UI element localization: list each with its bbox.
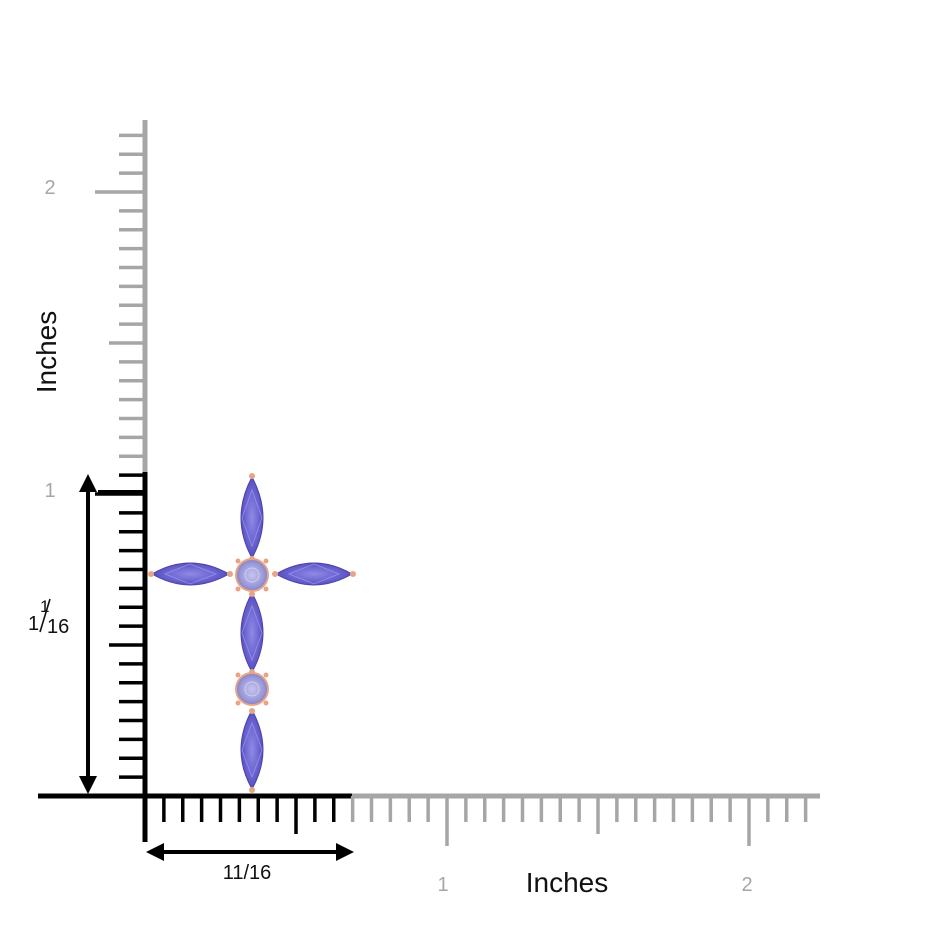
width-dimension-label: 11/16 bbox=[223, 862, 272, 884]
marquise-stone-left bbox=[148, 562, 233, 586]
marquise-stone-right bbox=[272, 562, 356, 586]
x-tick-1: 1 bbox=[437, 874, 448, 896]
width-dimension-arrow bbox=[146, 843, 354, 861]
horizontal-ruler bbox=[38, 793, 820, 846]
vertical-ruler bbox=[95, 120, 148, 842]
round-stone-center bbox=[235, 558, 269, 592]
marquise-stone-top bbox=[240, 473, 264, 562]
cross-pendant bbox=[148, 473, 356, 793]
y-tick-2: 2 bbox=[44, 177, 55, 199]
svg-text:1: 1 bbox=[40, 597, 49, 616]
height-dimension-label: 1 1 16 bbox=[28, 597, 69, 638]
horizontal-ruler-ticks bbox=[162, 796, 808, 846]
y-tick-1: 1 bbox=[44, 480, 55, 502]
svg-text:1: 1 bbox=[28, 613, 39, 635]
x-axis-title: Inches bbox=[526, 867, 609, 898]
x-tick-2: 2 bbox=[741, 874, 752, 896]
vertical-ruler-ticks bbox=[95, 133, 145, 779]
round-stone-lower bbox=[235, 672, 269, 706]
marquise-stone-bottom bbox=[240, 708, 264, 793]
y-axis-title: Inches bbox=[31, 311, 62, 394]
height-dimension-arrow bbox=[79, 474, 145, 794]
marquise-stone-middle bbox=[240, 591, 264, 675]
svg-text:16: 16 bbox=[47, 616, 69, 638]
